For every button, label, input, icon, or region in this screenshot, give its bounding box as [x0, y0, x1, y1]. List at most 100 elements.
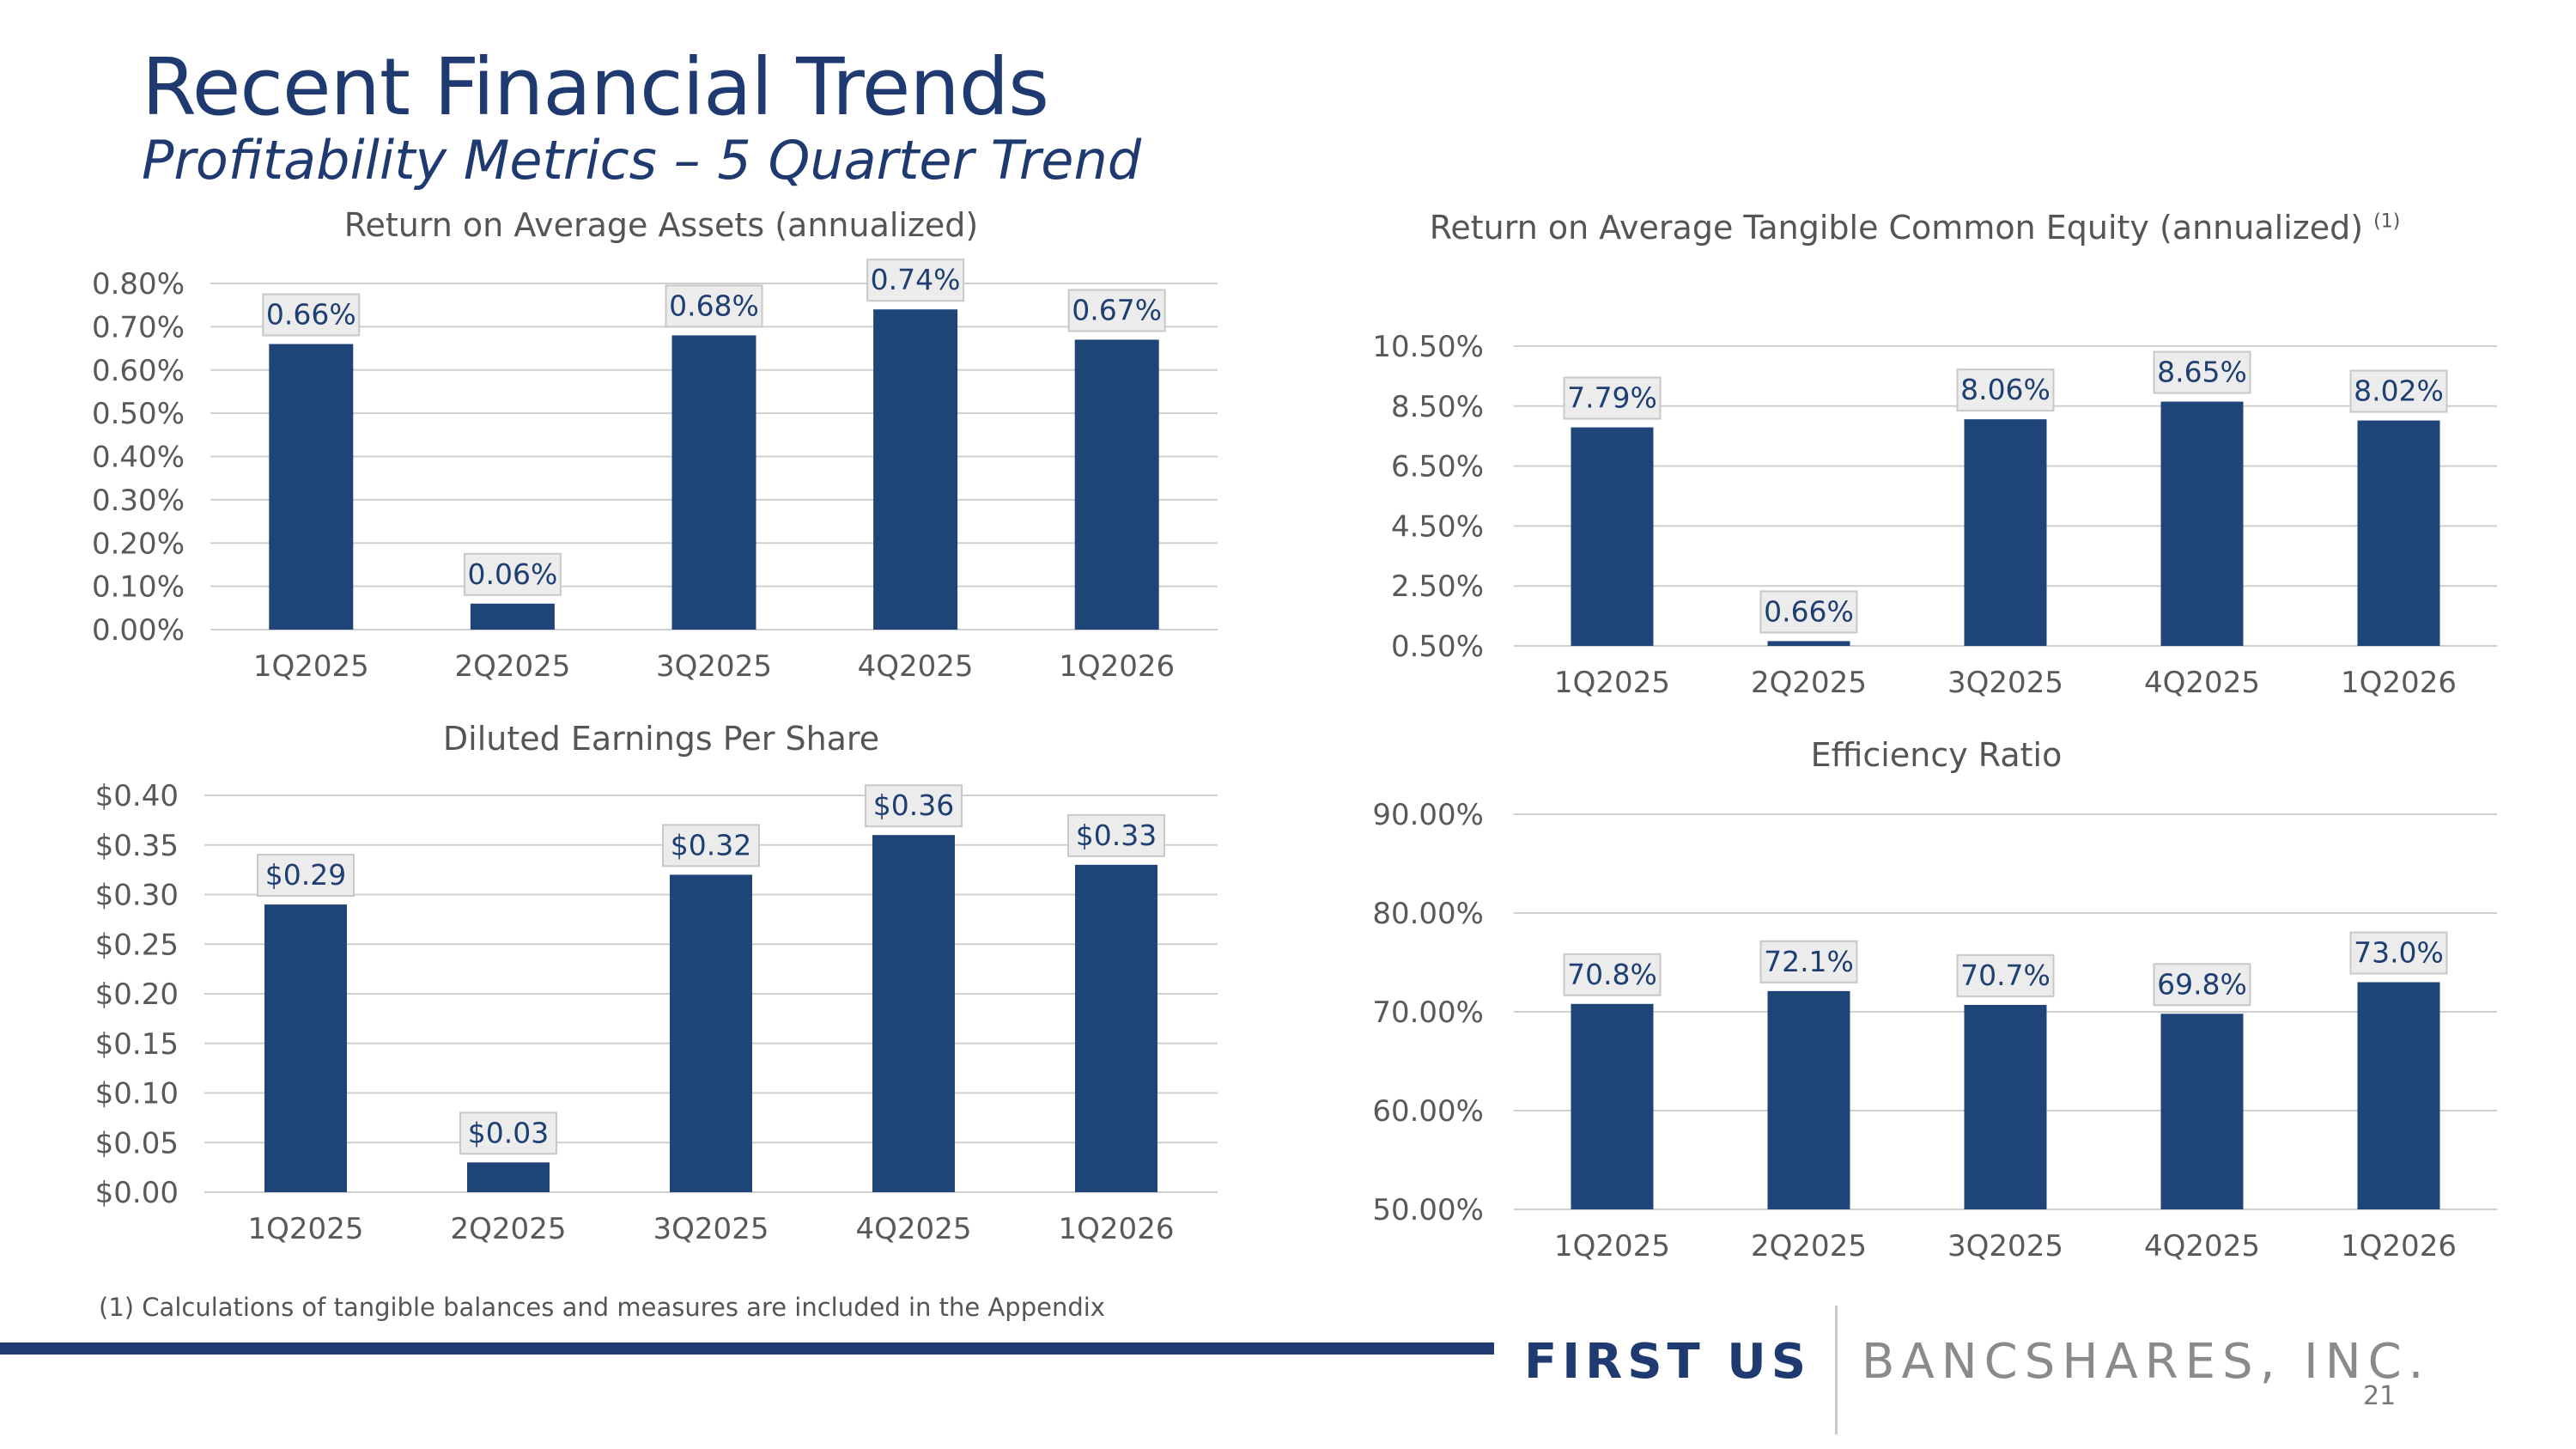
bar [1767, 641, 1850, 646]
bar [2160, 1014, 2244, 1209]
y-tick-label: 0.20% [92, 527, 185, 561]
data-label-box [662, 824, 760, 868]
data-label-box [1563, 376, 1662, 420]
data-label: 0.66% [266, 298, 356, 332]
y-tick-label: 0.50% [1391, 630, 1484, 664]
data-label: 8.02% [2354, 374, 2444, 408]
bar [467, 1162, 550, 1192]
bar [2357, 982, 2440, 1209]
data-label: 72.1% [1764, 945, 1854, 978]
bar [1074, 339, 1159, 630]
data-label-box [1067, 289, 1166, 332]
y-tick-label: 0.10% [92, 570, 185, 605]
x-tick-label: 2Q2025 [1751, 666, 1867, 700]
y-tick-label: $0.15 [95, 1027, 179, 1062]
data-label-box [1956, 953, 2055, 997]
page-subtitle: Profitability Metrics – 5 Quarter Trend [142, 129, 1142, 192]
logo-rest: BANCSHARES, INC. [1862, 1333, 2431, 1390]
data-label-box [1759, 940, 1858, 983]
data-label-box [2153, 350, 2251, 394]
data-label-box [2349, 369, 2448, 413]
x-tick-label: 3Q2025 [656, 649, 772, 684]
data-label: 7.79% [1567, 381, 1657, 415]
chart-title-roaa: Return on Average Assets (annualized) [343, 206, 979, 244]
y-tick-label: 50.00% [1372, 1193, 1484, 1227]
x-tick-label: 1Q2025 [248, 1212, 364, 1246]
data-label: 8.65% [2157, 356, 2247, 389]
bar [269, 344, 354, 630]
data-label: $0.32 [671, 828, 751, 861]
footnote: (1) Calculations of tangible balances an… [99, 1293, 1105, 1322]
data-label-box [1067, 813, 1165, 857]
x-tick-label: 1Q2026 [1059, 649, 1175, 684]
x-tick-label: 1Q2026 [1059, 1212, 1175, 1246]
y-tick-label: $0.10 [95, 1077, 179, 1111]
data-label: 0.68% [669, 289, 759, 322]
y-tick-label: $0.20 [95, 977, 179, 1012]
data-label: $0.33 [1076, 819, 1157, 852]
data-label: 73.0% [2354, 936, 2444, 970]
x-tick-label: 4Q2025 [856, 1212, 972, 1246]
chart-title-rotce-text: Return on Average Tangible Common Equity… [1429, 209, 2364, 247]
x-tick-label: 4Q2025 [858, 649, 974, 684]
y-tick-label: 0.30% [92, 484, 185, 518]
data-label: 0.66% [1764, 594, 1854, 628]
chart-title-eps: Diluted Earnings Per Share [442, 720, 880, 758]
x-tick-label: 2Q2025 [454, 649, 570, 684]
y-tick-label: $0.40 [95, 779, 179, 813]
data-label-box [1759, 590, 1858, 634]
data-label: 0.67% [1072, 293, 1162, 326]
x-tick-label: 1Q2025 [1554, 1229, 1670, 1263]
logo-first: FIRST US [1524, 1333, 1812, 1390]
data-label-box [2153, 963, 2251, 1007]
chart-title-rotce-note: (1) [2373, 210, 2401, 233]
chart-title-efficiency: Efficiency Ratio [1810, 736, 2063, 774]
bar [873, 309, 958, 630]
y-tick-label: 2.50% [1391, 569, 1484, 604]
bar [671, 335, 756, 630]
y-tick-label: 0.00% [92, 613, 185, 648]
data-label-box [463, 552, 562, 596]
chart-title-rotce: Return on Average Tangible Common Equity… [1430, 209, 2401, 247]
data-label-box [665, 284, 763, 328]
bar [1767, 990, 1850, 1209]
y-tick-label: 70.00% [1372, 995, 1484, 1030]
y-tick-label: 60.00% [1372, 1094, 1484, 1129]
bar [470, 603, 555, 630]
page-title: Recent Financial Trends [142, 41, 1049, 133]
data-label: 0.06% [467, 557, 557, 591]
y-tick-label: $0.05 [95, 1126, 179, 1160]
footer-rule [0, 1342, 1494, 1355]
y-tick-label: 8.50% [1391, 390, 1484, 424]
y-tick-label: $0.25 [95, 928, 179, 962]
data-label: $0.36 [873, 788, 954, 822]
y-tick-label: 10.50% [1372, 330, 1484, 364]
page-number: 21 [2363, 1381, 2397, 1411]
y-tick-label: 0.50% [92, 397, 185, 431]
y-tick-label: $0.00 [95, 1176, 179, 1210]
data-label: 0.74% [871, 263, 961, 296]
y-tick-label: 90.00% [1372, 798, 1484, 832]
x-tick-label: 3Q2025 [653, 1212, 769, 1246]
x-tick-label: 1Q2025 [1554, 666, 1670, 700]
bar [1964, 419, 2047, 646]
bar [264, 904, 347, 1192]
y-tick-label: 0.60% [92, 354, 185, 388]
data-label-box [1563, 953, 1662, 996]
data-label: $0.03 [468, 1116, 549, 1149]
y-tick-label: 0.80% [92, 267, 185, 301]
x-tick-label: 2Q2025 [1751, 1229, 1867, 1263]
x-tick-label: 1Q2026 [2341, 666, 2457, 700]
bar [2160, 401, 2244, 646]
bar [872, 835, 955, 1192]
x-tick-label: 1Q2025 [253, 649, 369, 684]
x-tick-label: 2Q2025 [451, 1212, 567, 1246]
x-tick-label: 3Q2025 [1947, 666, 2063, 700]
company-logo: FIRST US BANCSHARES, INC. [1524, 1306, 2431, 1434]
y-tick-label: 0.40% [92, 441, 185, 475]
x-tick-label: 4Q2025 [2144, 1229, 2260, 1263]
data-label-box [262, 293, 361, 337]
data-label: 70.7% [1960, 959, 2050, 992]
